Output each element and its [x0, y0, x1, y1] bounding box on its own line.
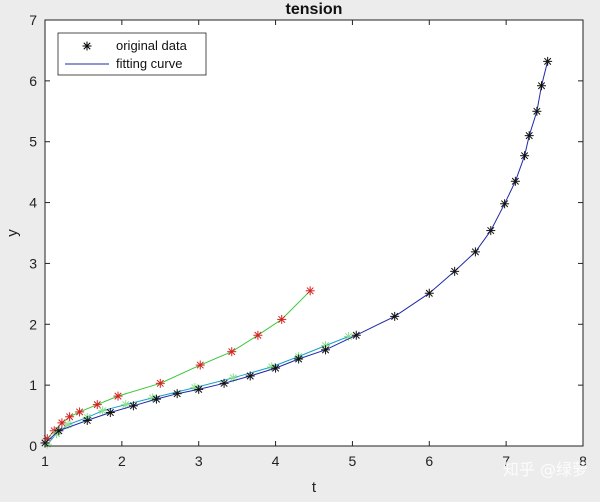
- y-tick-label: 0: [29, 438, 37, 454]
- series-2-point: [294, 354, 304, 364]
- series-2-fit-line: [44, 61, 549, 444]
- series-2-point: [172, 389, 182, 399]
- legend: original data fitting curve: [57, 32, 207, 76]
- plot-area: [45, 20, 583, 446]
- series-0-point: [92, 400, 102, 410]
- y-tick-label: 1: [29, 377, 37, 393]
- chart-title: tension: [286, 1, 343, 18]
- x-tick-label: 8: [579, 453, 587, 469]
- y-tick-label: 7: [29, 12, 37, 28]
- series-layer: [40, 56, 553, 449]
- series-2-point: [219, 378, 229, 388]
- series-2-point: [450, 266, 460, 276]
- series-2-point: [194, 384, 204, 394]
- series-1-point: [344, 331, 354, 341]
- series-0-point: [75, 407, 85, 417]
- series-0-point: [305, 286, 315, 296]
- series-2-point: [105, 408, 115, 418]
- series-2-point: [543, 56, 553, 66]
- legend-box: [57, 32, 207, 76]
- x-axis-label: t: [312, 479, 317, 496]
- y-tick-label: 2: [29, 316, 37, 332]
- x-tick-label: 1: [41, 453, 49, 469]
- series-2-point: [271, 363, 281, 373]
- series-2-point: [520, 151, 530, 161]
- x-tick-label: 7: [502, 453, 510, 469]
- series-2-point: [524, 131, 534, 141]
- series-2-point: [54, 426, 64, 436]
- series-2-point: [470, 247, 480, 257]
- plot-frame: [44, 19, 584, 447]
- series-2-point: [424, 288, 434, 298]
- series-2-point: [536, 81, 546, 91]
- series-1-point: [98, 406, 108, 416]
- series-0-point: [113, 391, 123, 401]
- series-2-point: [500, 199, 510, 209]
- series-2-point: [128, 401, 138, 411]
- legend-star-marker: [82, 41, 92, 51]
- y-tick-label: 6: [29, 73, 37, 89]
- y-tick-label: 3: [29, 255, 37, 271]
- series-2-point: [245, 371, 255, 381]
- series-0-point: [65, 412, 75, 422]
- x-tick-label: 2: [118, 453, 126, 469]
- series-2-point: [321, 345, 331, 355]
- series-0-point: [57, 418, 67, 428]
- series-0-point: [253, 330, 263, 340]
- series-2-point: [390, 311, 400, 321]
- legend-label-original: original data: [116, 38, 188, 53]
- legend-label-fitting: fitting curve: [116, 56, 182, 71]
- series-0-point: [195, 360, 205, 370]
- x-tick-label: 5: [349, 453, 357, 469]
- series-2-point: [510, 176, 520, 186]
- series-2-point: [151, 394, 161, 404]
- y-axis-label: y: [4, 229, 21, 237]
- x-tick-label: 4: [272, 453, 280, 469]
- series-2-point: [82, 415, 92, 425]
- series-2-point: [351, 330, 361, 340]
- series-2-point: [486, 226, 496, 236]
- y-tick-label: 5: [29, 134, 37, 150]
- y-tick-label: 4: [29, 195, 37, 211]
- series-1-point: [121, 400, 131, 410]
- series-0-point: [277, 314, 287, 324]
- watermark: 知乎 @绿萝: [502, 460, 588, 479]
- series-0-point: [155, 378, 165, 388]
- series-0-point: [227, 347, 237, 357]
- x-tick-label: 6: [425, 453, 433, 469]
- x-tick-label: 3: [195, 453, 203, 469]
- series-2-point: [532, 106, 542, 116]
- legend-marker-original: [82, 41, 92, 51]
